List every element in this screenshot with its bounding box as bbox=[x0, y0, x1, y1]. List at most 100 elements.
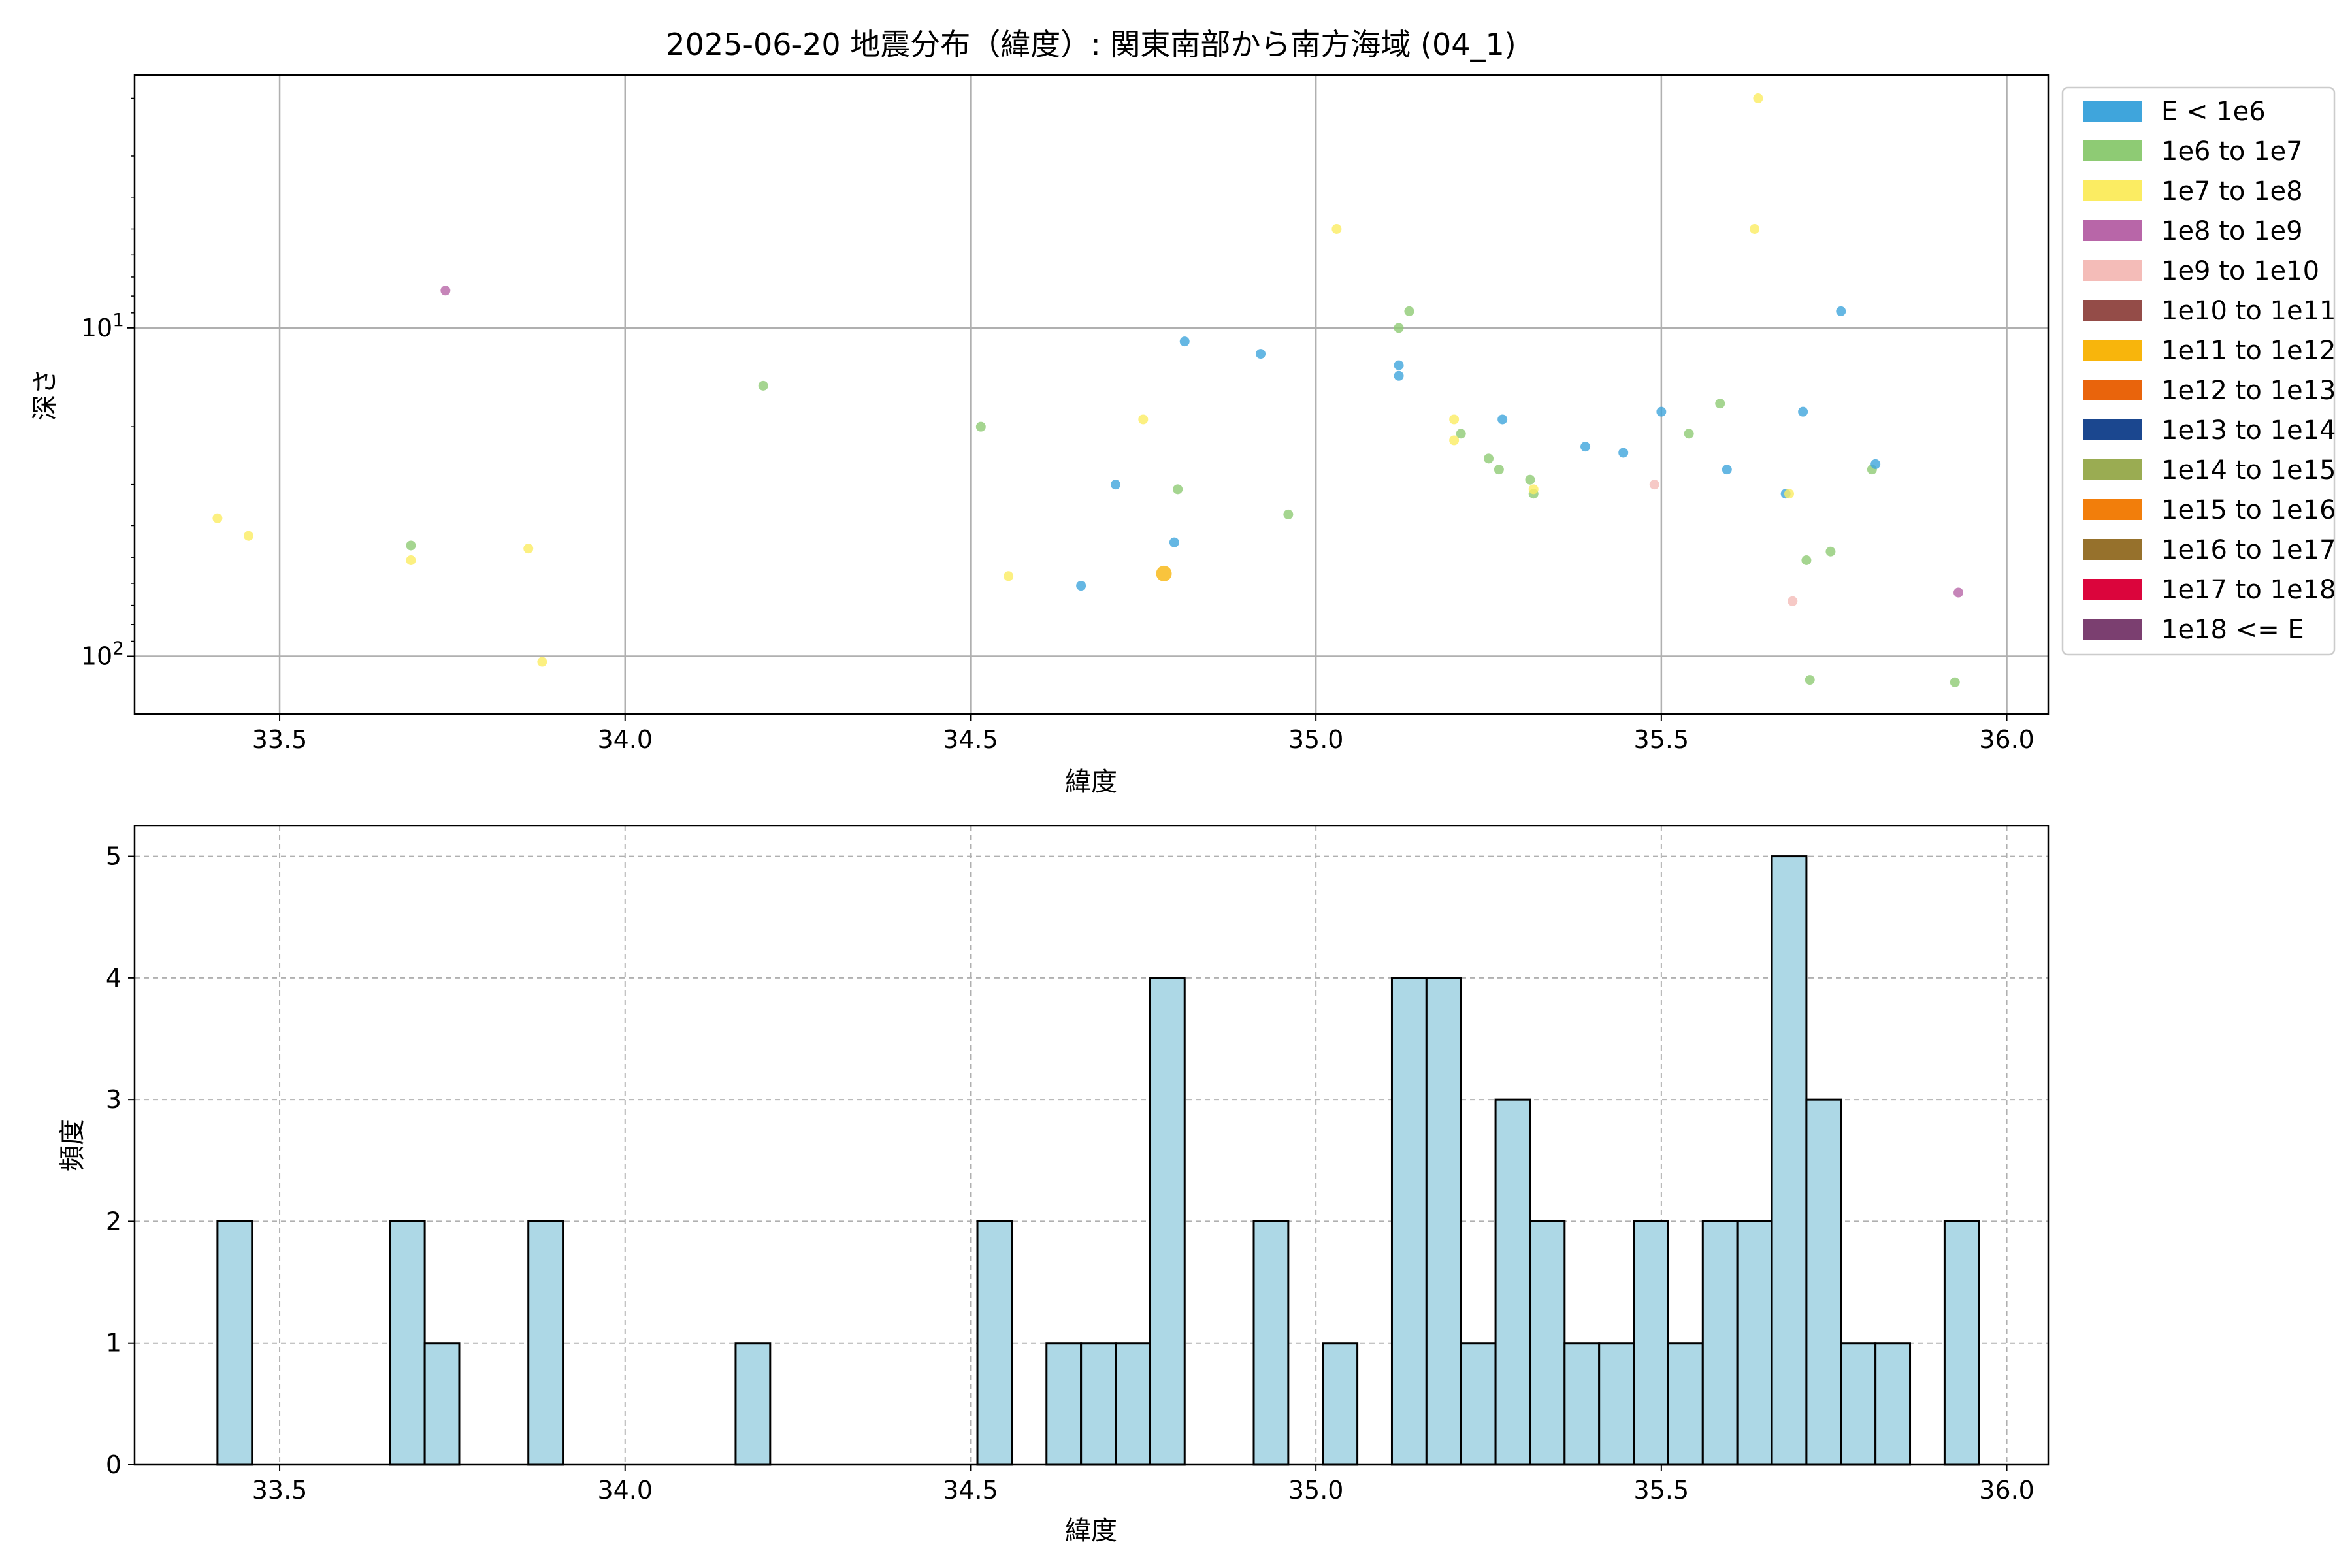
legend-entry: 1e12 to 1e13 bbox=[2161, 376, 2336, 406]
legend-swatch bbox=[2083, 499, 2142, 520]
scatter-point bbox=[1283, 509, 1294, 519]
histogram-bar bbox=[976, 1220, 1013, 1466]
histogram-bar bbox=[423, 1342, 461, 1466]
scatter-plot-area bbox=[135, 75, 2048, 714]
scatter-point bbox=[1173, 484, 1183, 495]
histogram-y-tick-label: 1 bbox=[106, 1329, 122, 1358]
histogram-axes: 33.5 34.0 34.5 35.0 35.5 36.0 0 1 2 3 4 5 緯度 頻度 bbox=[57, 825, 2050, 1546]
scatter-ticks: 33.5 34.0 34.5 35.0 35.5 36.0 101 102 bbox=[81, 97, 2034, 754]
scatter-point bbox=[243, 531, 253, 541]
histogram-bar bbox=[527, 1220, 564, 1466]
histogram-bar bbox=[1460, 1342, 1497, 1466]
histogram-x-tick-label: 34.0 bbox=[597, 1476, 653, 1505]
chart-title: 2025-06-20 地震分布（緯度）: 関東南部から南方海域 (04_1) bbox=[666, 27, 1516, 62]
scatter-x-tick-label: 33.5 bbox=[252, 725, 308, 754]
scatter-point bbox=[758, 380, 768, 391]
histogram-x-tick-label: 33.5 bbox=[252, 1476, 308, 1505]
scatter-point bbox=[406, 540, 416, 551]
histogram-bar bbox=[1943, 1220, 1980, 1466]
scatter-point bbox=[1784, 489, 1794, 499]
histogram-bar bbox=[1563, 1342, 1601, 1466]
scatter-point bbox=[1179, 336, 1190, 347]
histogram-x-axis-label: 緯度 bbox=[1065, 1516, 1117, 1546]
legend-entry: 1e8 to 1e9 bbox=[2161, 216, 2303, 246]
scatter-point bbox=[1805, 675, 1815, 685]
histogram-bar bbox=[389, 1220, 426, 1466]
histogram-bars bbox=[216, 855, 1980, 1466]
legend-swatch bbox=[2083, 539, 2142, 560]
histogram-ticks: 33.5 34.0 34.5 35.0 35.5 36.0 0 1 2 3 4 5 bbox=[106, 842, 2034, 1505]
histogram-x-tick-label: 34.5 bbox=[943, 1476, 998, 1505]
legend-entry: E < 1e6 bbox=[2161, 97, 2266, 127]
histogram-y-tick-label: 2 bbox=[106, 1207, 122, 1235]
scatter-point bbox=[1456, 429, 1466, 439]
histogram-bar bbox=[1252, 1220, 1290, 1466]
scatter-point bbox=[1656, 406, 1667, 417]
histogram-y-tick-label: 4 bbox=[106, 964, 122, 992]
legend-swatch bbox=[2083, 101, 2142, 122]
scatter-frame bbox=[133, 74, 2050, 715]
histogram-bar bbox=[1874, 1342, 1912, 1466]
histogram-bar bbox=[1390, 977, 1428, 1466]
scatter-x-tick-label: 35.0 bbox=[1288, 725, 1344, 754]
scatter-point bbox=[1076, 581, 1086, 591]
histogram-y-tick-label: 3 bbox=[106, 1085, 122, 1114]
scatter-point bbox=[1138, 414, 1149, 425]
histogram-bar bbox=[1080, 1342, 1117, 1466]
legend-swatch bbox=[2083, 619, 2142, 640]
scatter-point bbox=[1798, 406, 1808, 417]
scatter-x-tick-label: 35.5 bbox=[1634, 725, 1690, 754]
scatter-point bbox=[1331, 224, 1342, 235]
scatter-point bbox=[1715, 399, 1725, 409]
legend-swatch bbox=[2083, 180, 2142, 201]
scatter-point bbox=[1394, 370, 1404, 381]
scatter-point bbox=[1394, 323, 1404, 333]
scatter-grid bbox=[135, 75, 2048, 714]
histogram-bar bbox=[216, 1220, 253, 1466]
legend-entry: 1e14 to 1e15 bbox=[2161, 455, 2336, 485]
scatter-point bbox=[1528, 484, 1539, 495]
scatter-point bbox=[1870, 459, 1881, 469]
scatter-point bbox=[1497, 414, 1508, 425]
scatter-point bbox=[1618, 448, 1629, 458]
scatter-point bbox=[1111, 480, 1121, 490]
scatter-y-tick-label: 102 bbox=[81, 637, 124, 670]
scatter-point bbox=[1169, 537, 1179, 547]
legend-entry: 1e18 <= E bbox=[2161, 615, 2304, 645]
scatter-x-tick-label: 34.5 bbox=[943, 725, 998, 754]
scatter-point bbox=[1788, 596, 1798, 606]
legend-swatch bbox=[2083, 579, 2142, 600]
histogram-x-tick-label: 36.0 bbox=[1979, 1476, 2034, 1505]
scatter-point bbox=[1950, 677, 1960, 687]
histogram-y-tick-label: 0 bbox=[106, 1450, 122, 1479]
scatter-point bbox=[1580, 442, 1591, 452]
scatter-x-axis-label: 緯度 bbox=[1065, 767, 1117, 797]
scatter-point bbox=[1484, 453, 1494, 464]
scatter-point bbox=[1449, 414, 1460, 425]
scatter-point bbox=[975, 421, 986, 432]
legend-entry: 1e11 to 1e12 bbox=[2161, 336, 2336, 366]
histogram-x-tick-label: 35.5 bbox=[1634, 1476, 1690, 1505]
legend-entry: 1e9 to 1e10 bbox=[2161, 256, 2319, 286]
histogram-bar bbox=[1425, 977, 1462, 1466]
scatter-point bbox=[212, 513, 223, 523]
scatter-point bbox=[1156, 565, 1172, 581]
legend-entry: 1e13 to 1e14 bbox=[2161, 416, 2336, 446]
histogram-bar bbox=[1736, 1220, 1773, 1466]
legend-swatch bbox=[2083, 340, 2142, 361]
scatter-point bbox=[1525, 474, 1535, 485]
scatter-point bbox=[1801, 555, 1812, 565]
scatter-point bbox=[1256, 349, 1266, 359]
legend-swatch bbox=[2083, 419, 2142, 440]
histogram-bar bbox=[1322, 1342, 1359, 1466]
histogram-bar bbox=[1701, 1220, 1739, 1466]
legend-entry: 1e15 to 1e16 bbox=[2161, 495, 2336, 525]
legend-swatch bbox=[2083, 300, 2142, 321]
scatter-point bbox=[1684, 429, 1694, 439]
histogram-bar bbox=[1494, 1098, 1531, 1466]
scatter-point bbox=[537, 657, 547, 667]
scatter-point bbox=[1722, 465, 1732, 475]
scatter-point bbox=[1649, 480, 1659, 490]
histogram-bar bbox=[1149, 977, 1186, 1466]
legend-swatch bbox=[2083, 380, 2142, 400]
